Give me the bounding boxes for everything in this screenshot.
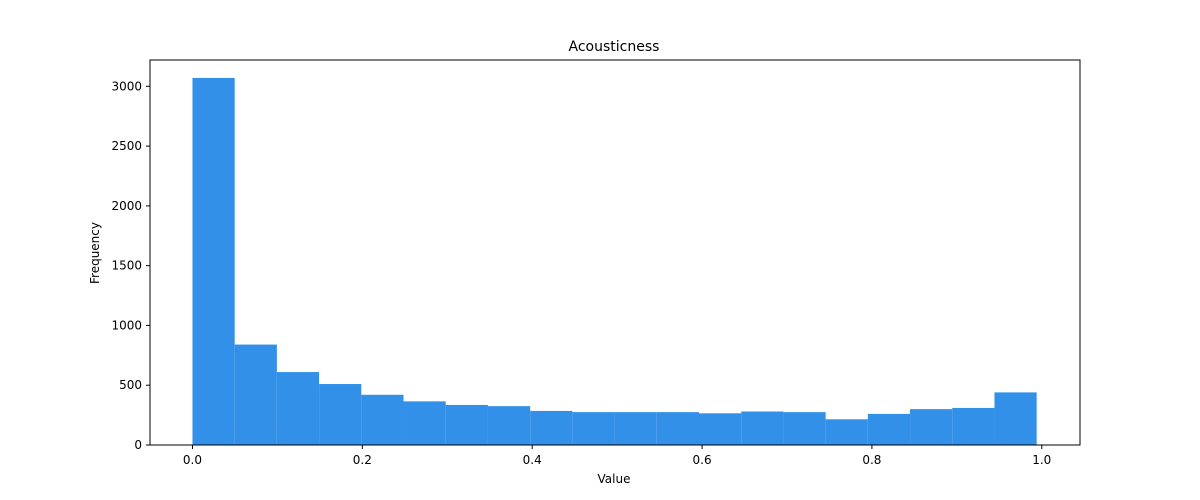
y-tick-label-6: 3000 (111, 79, 142, 93)
chart-title: Acousticness (569, 39, 660, 55)
histogram-bar-13 (741, 411, 784, 445)
x-tick-label-5: 1.0 (1032, 453, 1051, 467)
histogram-bar-4 (361, 394, 404, 445)
y-axis-ticks: 0 500 1000 1500 2000 2500 3000 (111, 79, 150, 452)
plot-area-frame (149, 59, 1081, 446)
histogram-bar-19 (994, 392, 1037, 445)
histogram-bar-6 (445, 404, 488, 445)
histogram-bar-11 (656, 412, 699, 445)
y-tick-label-0: 0 (134, 438, 142, 452)
histogram-bar-18 (952, 407, 995, 445)
histogram-bar-9 (572, 412, 615, 445)
histogram-bar-15 (825, 419, 868, 445)
histogram-bar-1 (234, 344, 277, 445)
y-tick-label-4: 2000 (111, 199, 142, 213)
x-axis-label: Value (598, 472, 631, 486)
bars-group (192, 77, 1037, 446)
histogram-bar-8 (530, 410, 573, 445)
x-tick-label-1: 0.2 (353, 453, 372, 467)
x-tick-label-0: 0.0 (183, 453, 202, 467)
y-tick-label-2: 1000 (111, 318, 142, 332)
histogram-bar-3 (319, 384, 362, 445)
histogram-bar-17 (910, 409, 953, 445)
x-tick-label-4: 0.8 (862, 453, 881, 467)
histogram-bar-10 (614, 412, 657, 445)
histogram-bar-2 (276, 372, 320, 445)
histogram-bar-12 (699, 413, 742, 445)
x-axis-ticks: 0.0 0.2 0.4 0.6 0.8 1.0 (183, 445, 1051, 467)
y-tick-label-1: 500 (119, 378, 142, 392)
y-tick-label-5: 2500 (111, 139, 142, 153)
x-tick-label-3: 0.6 (693, 453, 712, 467)
y-tick-label-3: 1500 (111, 259, 142, 273)
histogram-bar-0 (192, 77, 235, 446)
y-axis-label: Frequency (88, 222, 102, 284)
x-tick-label-2: 0.4 (523, 453, 542, 467)
histogram-bar-16 (867, 413, 911, 445)
histogram-bar-7 (487, 406, 531, 445)
histogram-bar-5 (403, 401, 446, 445)
histogram-bar-14 (783, 412, 826, 445)
